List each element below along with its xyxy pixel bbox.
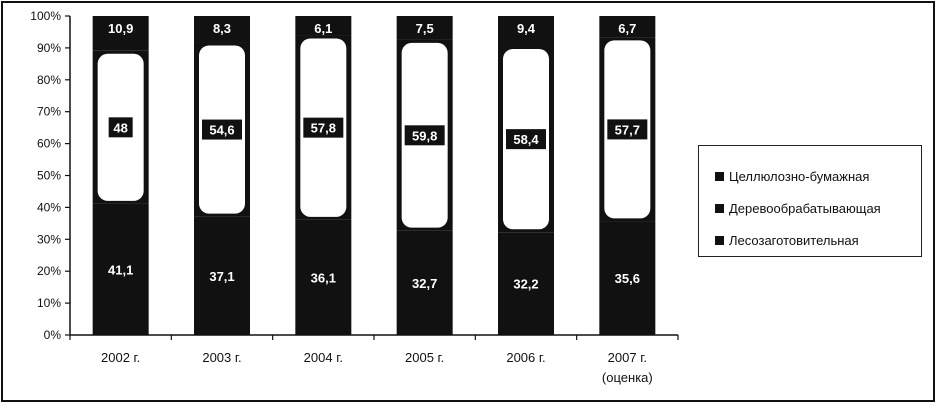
legend-label-logging: Лесозаготовительная — [729, 232, 859, 248]
y-tick-label: 100% — [30, 9, 61, 23]
bar-segment — [498, 16, 554, 46]
data-label: 36,1 — [311, 270, 336, 285]
y-tick-label: 10% — [37, 296, 61, 310]
data-label-box — [303, 117, 344, 138]
data-label-box — [404, 125, 445, 146]
data-label: 6,7 — [618, 21, 636, 36]
legend-swatch-logging — [715, 235, 724, 245]
y-tick-label: 50% — [37, 169, 61, 183]
bar-segment — [92, 16, 149, 51]
data-label-box — [202, 119, 242, 140]
data-label: 59,8 — [412, 128, 437, 143]
bar-segment — [92, 203, 149, 335]
legend-item-pulp-paper: Целлюлозно-бумажная — [715, 160, 921, 192]
data-label: 32,7 — [412, 276, 437, 291]
axis-layer: 0% 10% 20% 30% 40% 50% 60% 70% 80% 90% 100% 2002 г.… — [30, 9, 679, 385]
bar-segment — [194, 16, 250, 43]
x-category-label: 2002 г. — [101, 350, 140, 365]
data-label: 6,1 — [314, 21, 332, 36]
y-tick-label: 70% — [37, 105, 61, 119]
x-category-label: 2005 г. — [405, 350, 444, 365]
bar-segment — [396, 16, 453, 40]
legend-swatch-pulp-paper — [715, 171, 724, 181]
x-category-label: (оценка) — [602, 370, 653, 385]
bar-segment — [396, 230, 453, 335]
legend-label-woodworking: Деревообрабатывающая — [729, 200, 881, 216]
bar-segment — [498, 232, 554, 335]
y-tick-label: 20% — [37, 264, 61, 278]
bar-segment — [194, 216, 250, 335]
bars-layer — [92, 16, 656, 335]
labels-layer: 41,1 48 10,9 37,1 54,6 8,3 36,1 57,8 6,1 32,7 59,8… — [108, 21, 648, 292]
data-label: 10,9 — [108, 21, 133, 36]
y-tick-label: 0% — [44, 328, 62, 342]
data-label: 32,2 — [513, 277, 538, 292]
data-label: 58,4 — [513, 132, 539, 147]
y-tick-label: 40% — [37, 200, 61, 214]
bar-segment — [599, 16, 656, 38]
x-category-label: 2003 г. — [202, 350, 241, 365]
data-label: 37,1 — [209, 269, 234, 284]
y-tick-label: 60% — [37, 137, 61, 151]
data-label: 9,4 — [517, 21, 536, 36]
x-category-label: 2006 г. — [506, 350, 545, 365]
legend-swatch-woodworking — [715, 203, 724, 213]
data-label: 57,8 — [311, 121, 336, 136]
data-label: 35,6 — [615, 271, 640, 286]
y-tick-label: 80% — [37, 73, 61, 87]
data-label-box — [108, 117, 133, 138]
y-tick-label: 30% — [37, 232, 61, 246]
legend-label-pulp-paper: Целлюлозно-бумажная — [729, 168, 870, 184]
data-label-box — [506, 129, 546, 150]
data-label: 48 — [113, 120, 127, 135]
data-label: 57,7 — [615, 122, 640, 137]
data-label: 54,6 — [209, 123, 234, 138]
data-label-box — [607, 119, 648, 140]
legend-item-logging: Лесозаготовительная — [715, 224, 921, 256]
y-tick-label: 90% — [37, 41, 61, 55]
data-label: 7,5 — [416, 21, 434, 36]
x-category-label: 2007 г. — [608, 350, 647, 365]
bar-segment — [295, 219, 352, 335]
x-category-label: 2004 г. — [304, 350, 343, 365]
data-label: 8,3 — [213, 21, 231, 36]
chart-legend: Целлюлозно-бумажная Деревообрабатывающая… — [698, 145, 922, 257]
data-label: 41,1 — [108, 262, 133, 277]
legend-item-woodworking: Деревообрабатывающая — [715, 192, 921, 224]
bar-segment — [295, 16, 352, 36]
bar-segment — [599, 221, 656, 335]
